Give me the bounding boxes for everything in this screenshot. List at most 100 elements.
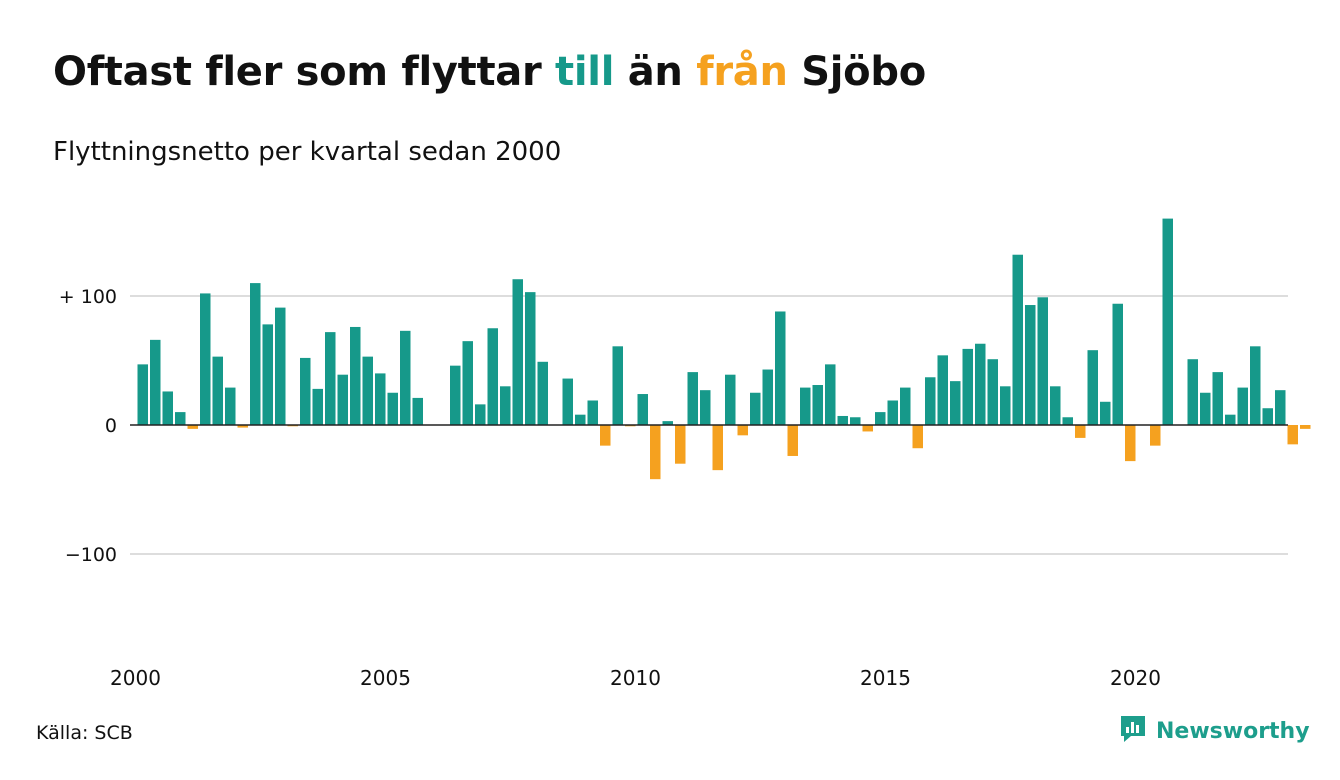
bar-2004-Q2 — [350, 326, 361, 425]
bar-2000-Q1 — [137, 364, 148, 425]
bar-2012-Q2 — [750, 392, 761, 425]
bar-2004-Q4 — [375, 373, 386, 425]
bar-2008-Q3 — [562, 378, 573, 425]
chart-subtitle: Flyttningsnetto per kvartal sedan 2000 — [53, 137, 562, 167]
x-axis-labels: 2000 2005 2010 2015 2020 — [110, 666, 1161, 690]
bar-2018-Q1 — [1037, 297, 1048, 425]
bar-2023-Q1 — [1287, 425, 1298, 445]
bar-2012-Q4 — [775, 311, 786, 425]
bar-2003-Q4 — [325, 332, 336, 425]
bar-2017-Q2 — [1000, 386, 1011, 425]
y-axis-labels: + 100 0 −100 — [59, 286, 117, 566]
bar-2001-Q2 — [200, 293, 211, 425]
bar-2019-Q3 — [1112, 303, 1123, 425]
bar-2021-Q1 — [1187, 359, 1198, 425]
bar-2011-Q1 — [687, 372, 698, 425]
bar-2011-Q4 — [725, 374, 736, 425]
bar-2017-Q3 — [1012, 254, 1023, 425]
brand-logo[interactable]: Newsworthy — [1118, 714, 1310, 748]
bar-2011-Q3 — [712, 425, 723, 471]
x-tick-label: 2015 — [860, 666, 911, 690]
bar-2005-Q3 — [412, 397, 423, 425]
bar-2016-Q3 — [962, 348, 973, 425]
y-tick-label: 0 — [105, 415, 117, 437]
bar-2017-Q4 — [1025, 305, 1036, 425]
bar-2000-Q2 — [150, 339, 161, 425]
y-tick-label: −100 — [65, 544, 117, 566]
bar-2013-Q1 — [787, 425, 798, 456]
title-part-1: Oftast fler som flyttar — [53, 49, 556, 95]
bar-2006-Q3 — [462, 341, 473, 425]
bar-2022-Q2 — [1250, 346, 1261, 425]
bar-2008-Q4 — [575, 414, 586, 425]
brand-name: Newsworthy — [1156, 718, 1310, 744]
bar-2015-Q4 — [925, 377, 936, 425]
bar-2004-Q1 — [337, 374, 348, 425]
bar-2010-Q4 — [675, 425, 686, 464]
bar-2022-Q4 — [1275, 390, 1286, 425]
grid-lines — [130, 295, 1288, 555]
bar-2020-Q2 — [1150, 425, 1161, 446]
bar-2009-Q2 — [600, 425, 611, 446]
bar-2010-Q1 — [637, 394, 648, 425]
bar-2002-Q3 — [262, 324, 273, 425]
bar-2010-Q2 — [650, 425, 661, 480]
bar-2006-Q4 — [475, 404, 486, 425]
bar-2015-Q3 — [912, 425, 923, 449]
title-part-3: än — [614, 49, 697, 95]
bar-2007-Q2 — [500, 386, 511, 425]
bar-2016-Q4 — [975, 343, 986, 425]
bar-2020-Q3 — [1162, 218, 1173, 425]
bar-2019-Q2 — [1100, 401, 1111, 425]
bar-2005-Q1 — [387, 392, 398, 425]
bar-2016-Q2 — [950, 381, 961, 425]
bar-2015-Q1 — [887, 400, 898, 425]
bar-2018-Q3 — [1062, 417, 1073, 425]
bar-2014-Q4 — [875, 412, 886, 425]
bar-2021-Q3 — [1212, 372, 1223, 425]
bar-2018-Q4 — [1075, 425, 1086, 438]
bar-2007-Q3 — [512, 279, 523, 425]
bar-2016-Q1 — [937, 355, 948, 425]
bar-2007-Q1 — [487, 328, 498, 425]
bar-2023-Q2 — [1300, 425, 1311, 429]
bar-2013-Q3 — [812, 385, 823, 425]
bar-2002-Q1 — [237, 425, 248, 428]
bar-2002-Q2 — [250, 283, 261, 425]
bar-2011-Q2 — [700, 390, 711, 425]
bar-2003-Q2 — [300, 357, 311, 425]
title-highlight-fran: från — [696, 49, 788, 95]
bar-2001-Q4 — [225, 387, 236, 425]
bar-2022-Q1 — [1237, 387, 1248, 425]
bar-2009-Q1 — [587, 400, 598, 425]
bar-2019-Q4 — [1125, 425, 1136, 462]
bar-2021-Q2 — [1200, 392, 1211, 425]
bar-2000-Q4 — [175, 412, 186, 425]
y-tick-label: + 100 — [59, 286, 117, 308]
bar-2021-Q4 — [1225, 414, 1236, 425]
source-note: Källa: SCB — [36, 722, 133, 744]
bar-2014-Q2 — [850, 417, 861, 425]
bar-2000-Q3 — [162, 391, 173, 425]
title-part-5: Sjöbo — [787, 49, 926, 95]
bar-2012-Q3 — [762, 369, 773, 425]
bar-2013-Q2 — [800, 387, 811, 425]
bar-2014-Q1 — [837, 415, 848, 425]
bar-2005-Q2 — [400, 330, 411, 425]
newsworthy-logo-icon — [1118, 713, 1148, 749]
bar-2015-Q2 — [900, 387, 911, 425]
bars — [137, 218, 1311, 480]
x-tick-label: 2020 — [1110, 666, 1161, 690]
bar-2022-Q3 — [1262, 408, 1273, 425]
bar-2008-Q1 — [537, 361, 548, 425]
bar-2013-Q4 — [825, 364, 836, 425]
bar-2006-Q2 — [450, 365, 461, 425]
x-tick-label: 2000 — [110, 666, 161, 690]
bar-2014-Q3 — [862, 425, 873, 432]
bar-2009-Q3 — [612, 346, 623, 425]
chart-title: Oftast fler som flyttar till än från Sjö… — [53, 42, 926, 102]
bar-2007-Q4 — [525, 292, 536, 425]
bar-2002-Q4 — [275, 307, 286, 425]
bar-2018-Q2 — [1050, 386, 1061, 425]
